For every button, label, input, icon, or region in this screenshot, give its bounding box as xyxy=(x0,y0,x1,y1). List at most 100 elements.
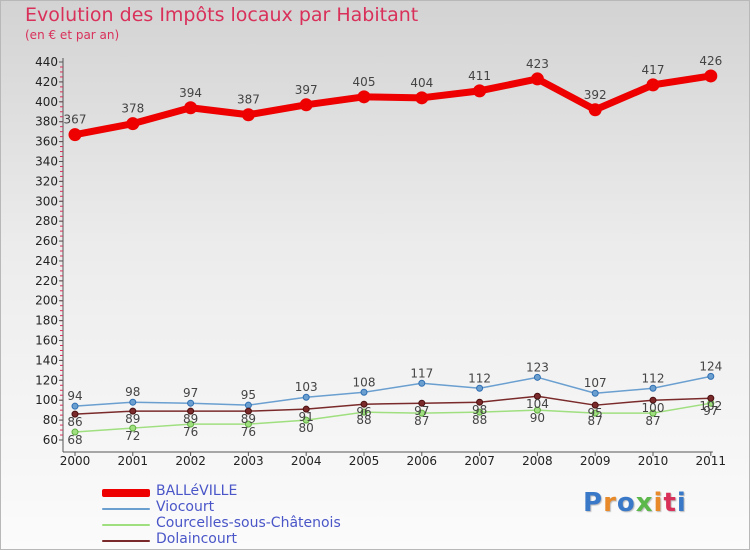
data-label-courcelles-sous-ch-tenois: 68 xyxy=(67,433,82,447)
data-point-courcelles-sous-ch-tenois xyxy=(591,409,599,417)
data-point-ball-ville xyxy=(588,103,602,117)
data-label-dolaincourt: 104 xyxy=(526,397,549,411)
data-label-dolaincourt: 89 xyxy=(241,412,256,426)
y-tick-label: 180 xyxy=(35,314,58,328)
y-tick-label: 220 xyxy=(35,274,58,288)
data-label-viocourt: 117 xyxy=(410,366,433,380)
logo-letter: r xyxy=(603,488,617,518)
x-tick-label: 2004 xyxy=(291,454,322,468)
x-tick-label: 2003 xyxy=(233,454,264,468)
data-label-ball-ville: 411 xyxy=(468,69,491,83)
legend-swatch xyxy=(102,489,150,497)
data-point-viocourt xyxy=(244,401,252,409)
x-tick-label: 2008 xyxy=(522,454,553,468)
data-point-dolaincourt xyxy=(533,392,541,400)
data-label-dolaincourt: 102 xyxy=(699,399,722,413)
data-label-ball-ville: 423 xyxy=(526,57,549,71)
data-label-viocourt: 107 xyxy=(584,376,607,390)
y-tick-label: 80 xyxy=(43,413,58,427)
data-label-courcelles-sous-ch-tenois: 76 xyxy=(241,425,256,439)
data-point-dolaincourt xyxy=(649,396,657,404)
data-point-viocourt xyxy=(302,393,310,401)
data-label-courcelles-sous-ch-tenois: 87 xyxy=(588,414,603,428)
data-label-ball-ville: 397 xyxy=(295,83,318,97)
x-tick-label: 2000 xyxy=(60,454,91,468)
data-label-courcelles-sous-ch-tenois: 97 xyxy=(703,404,718,418)
data-point-ball-ville xyxy=(299,98,313,112)
x-tick-label: 2002 xyxy=(175,454,206,468)
data-label-ball-ville: 405 xyxy=(353,75,376,89)
y-tick-label: 260 xyxy=(35,234,58,248)
logo-letter: i xyxy=(676,488,687,518)
data-label-viocourt: 112 xyxy=(642,371,665,385)
data-label-courcelles-sous-ch-tenois: 88 xyxy=(472,413,487,427)
y-tick-label: 360 xyxy=(35,135,58,149)
logo-letter: o xyxy=(616,488,636,518)
data-label-viocourt: 123 xyxy=(526,360,549,374)
data-point-courcelles-sous-ch-tenois xyxy=(129,424,137,432)
series-line-ball-ville xyxy=(74,72,712,139)
data-label-dolaincourt: 89 xyxy=(183,412,198,426)
data-label-viocourt: 98 xyxy=(125,385,140,399)
data-point-dolaincourt xyxy=(129,407,137,415)
legend-swatch xyxy=(102,524,150,526)
data-point-viocourt xyxy=(476,384,484,392)
data-label-dolaincourt: 89 xyxy=(125,412,140,426)
legend-label: BALLéVILLE xyxy=(156,483,238,499)
data-label-dolaincourt: 97 xyxy=(414,404,429,418)
data-point-ball-ville xyxy=(357,90,371,104)
data-point-viocourt xyxy=(591,389,599,397)
data-point-dolaincourt xyxy=(71,410,79,418)
logo-letter: i xyxy=(653,488,664,518)
x-tick-label: 2006 xyxy=(407,454,438,468)
data-label-ball-ville: 404 xyxy=(410,76,433,90)
data-point-courcelles-sous-ch-tenois xyxy=(360,408,368,416)
chart-title: Evolution des Impôts locaux par Habitant xyxy=(25,4,419,26)
y-tick-label: 320 xyxy=(35,174,58,188)
data-point-ball-ville xyxy=(530,72,544,86)
y-tick-label: 440 xyxy=(35,55,58,69)
y-tick-label: 200 xyxy=(35,294,58,308)
data-label-dolaincourt: 100 xyxy=(642,401,665,415)
data-point-courcelles-sous-ch-tenois xyxy=(244,420,252,428)
y-tick-label: 160 xyxy=(35,334,58,348)
data-point-viocourt xyxy=(418,379,426,387)
y-tick-label: 340 xyxy=(35,154,58,168)
data-point-courcelles-sous-ch-tenois xyxy=(302,416,310,424)
chart-axes: 60 80 100 120 140 160 180 200 220 240 260 280 300 320… xyxy=(35,55,726,468)
y-tick-label: 420 xyxy=(35,75,58,89)
data-point-ball-ville xyxy=(646,78,660,92)
data-point-dolaincourt xyxy=(707,394,715,402)
data-point-viocourt xyxy=(129,398,137,406)
data-point-courcelles-sous-ch-tenois xyxy=(649,409,657,417)
data-label-dolaincourt: 96 xyxy=(356,405,371,419)
data-point-viocourt xyxy=(360,388,368,396)
data-label-courcelles-sous-ch-tenois: 87 xyxy=(645,414,660,428)
data-point-ball-ville xyxy=(415,91,429,105)
data-label-ball-ville: 378 xyxy=(121,102,144,116)
data-label-viocourt: 95 xyxy=(241,388,256,402)
data-point-dolaincourt xyxy=(187,407,195,415)
data-label-courcelles-sous-ch-tenois: 76 xyxy=(183,425,198,439)
legend-label: Viocourt xyxy=(156,499,215,515)
data-label-courcelles-sous-ch-tenois: 87 xyxy=(414,414,429,428)
data-point-viocourt xyxy=(533,373,541,381)
data-label-ball-ville: 426 xyxy=(699,54,722,68)
y-tick-label: 280 xyxy=(35,214,58,228)
data-point-ball-ville xyxy=(704,69,718,83)
data-label-viocourt: 108 xyxy=(353,375,376,389)
data-point-courcelles-sous-ch-tenois xyxy=(71,428,79,436)
data-label-ball-ville: 367 xyxy=(64,113,87,127)
data-label-ball-ville: 394 xyxy=(179,86,202,100)
y-tick-label: 60 xyxy=(43,433,58,447)
x-tick-label: 2005 xyxy=(349,454,380,468)
data-point-dolaincourt xyxy=(418,399,426,407)
series-line-dolaincourt xyxy=(74,395,711,415)
data-point-dolaincourt xyxy=(591,401,599,409)
data-label-courcelles-sous-ch-tenois: 72 xyxy=(125,429,140,443)
data-point-dolaincourt xyxy=(302,405,310,413)
data-point-viocourt xyxy=(707,372,715,380)
data-label-courcelles-sous-ch-tenois: 80 xyxy=(299,421,314,435)
data-label-courcelles-sous-ch-tenois: 90 xyxy=(530,411,545,425)
